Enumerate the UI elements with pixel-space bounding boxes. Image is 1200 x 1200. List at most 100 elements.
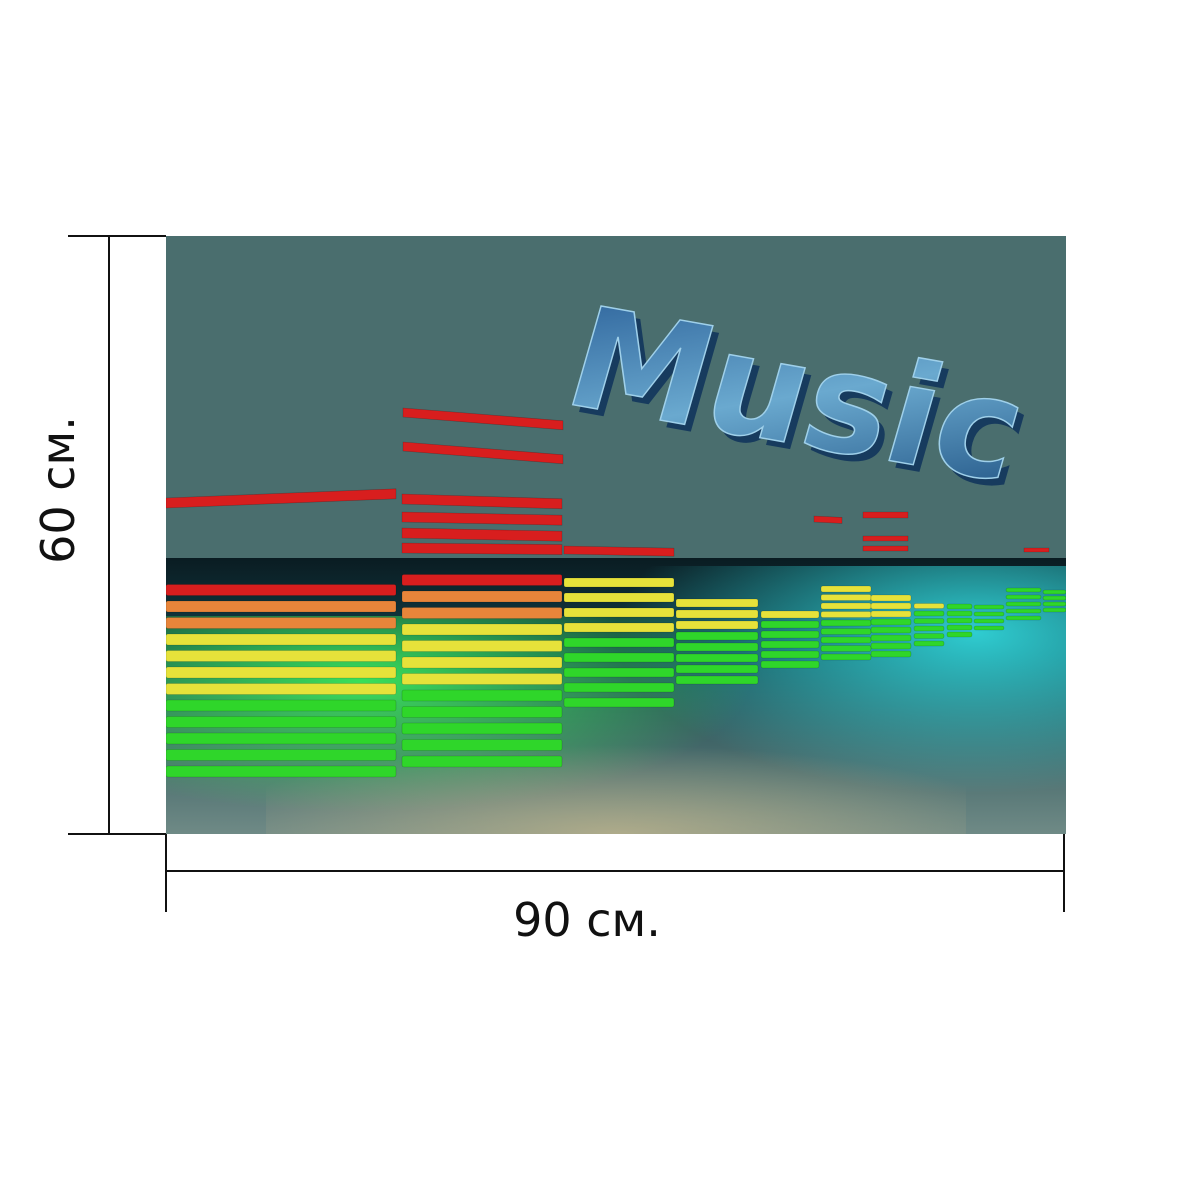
eq-bar-segment [946,624,973,631]
height-dimension-tick-bottom [68,833,166,835]
eq-bar-segment [401,656,563,669]
eq-bar-segment [760,610,820,619]
eq-bar-segment [166,683,397,695]
eq-bar-segment [166,666,397,679]
eq-bar-segment [401,623,563,636]
eq-bar-segment [946,617,973,624]
eq-bar-segment [1042,601,1066,607]
height-dimension-line [108,236,110,834]
eq-bar-segment [401,722,563,735]
eq-peak-segment [401,493,563,510]
eq-bar-segment [870,618,912,626]
eq-bar-segment [1005,615,1042,621]
eq-bar-segment [870,634,912,642]
eq-bar-segment [1042,595,1066,601]
eq-bar-segment [1005,587,1042,593]
eq-bar-segment [401,706,563,718]
eq-bar-segment [913,625,945,632]
eq-bar-segment [166,633,397,646]
eq-bar-segment [1042,589,1066,595]
height-dimension-label: 60 см. [31,416,85,564]
eq-peak-segment [401,542,563,555]
eq-bar-segment [973,611,1005,617]
eq-bar-segment [563,592,675,603]
eq-bar-segment [870,642,912,650]
eq-bar-segment [820,602,872,610]
eq-bar-segment [760,630,820,639]
eq-bar-segment [166,749,397,761]
eq-bar-segment [913,633,945,639]
artwork-canvas: Music Music [166,236,1066,834]
eq-bar-segment [401,590,563,603]
eq-bar-segment [946,603,973,610]
eq-bar-segment [820,636,872,644]
eq-bar-segment [166,732,397,745]
eq-bar-segment [946,631,973,638]
eq-bar-segment [760,640,820,649]
eq-bar-segment [1005,608,1042,614]
eq-bar-segment [913,610,945,617]
width-dimension-label: 90 см. [513,893,661,947]
eq-bar-segment [401,689,563,702]
eq-bar-segment [563,607,675,618]
eq-bar-segment [166,617,397,629]
eq-bar-segment [563,637,675,648]
eq-peak-segment [402,441,564,465]
width-dimension-tick-right [1063,834,1065,912]
eq-bar-segment [760,620,820,629]
eq-bar-segment [870,626,912,634]
eq-bar-segment [401,640,563,652]
eq-bar-segment [675,653,759,663]
eq-bar-segment [675,642,759,652]
eq-bar-segment [675,609,759,619]
eq-peak-segment [166,488,397,509]
eq-bar-segment [1005,594,1042,600]
eq-bar-segment [675,675,759,685]
eq-bar-segment [870,650,912,658]
eq-bar-segment [563,667,675,678]
eq-peak-segment [1023,547,1050,553]
eq-bar-segment [563,682,675,693]
wall-background [166,236,1066,560]
eq-bar-segment [563,697,675,708]
eq-bar-segment [913,603,945,609]
eq-bar-segment [166,765,397,778]
eq-bar-segment [973,604,1005,610]
eq-bar-segment [946,610,973,617]
eq-bar-segment [820,619,872,627]
eq-peak-segment [862,511,909,519]
eq-bar-segment [675,598,759,608]
width-dimension-tick-left [165,834,167,912]
eq-bar-segment [820,653,872,661]
eq-bar-segment [820,645,872,652]
eq-bar-segment [563,652,675,663]
eq-bar-segment [820,585,872,593]
eq-bar-segment [166,716,397,728]
eq-bar-segment [401,673,563,685]
eq-peak-segment [862,545,909,552]
eq-bar-segment [820,628,872,635]
eq-bar-segment [675,664,759,674]
eq-peak-segment [862,535,909,542]
eq-bar-segment [820,611,872,618]
eq-peak-segment [402,407,564,431]
eq-bar-segment [1042,607,1066,613]
equalizer-bars [166,407,1066,778]
eq-bar-segment [166,699,397,712]
eq-bar-segment [401,607,563,619]
eq-bar-segment [1005,601,1042,607]
eq-bar-segment [401,739,563,751]
eq-bar-segment [563,577,675,588]
eq-bar-segment [913,640,945,647]
eq-bar-segment [760,650,820,659]
eq-peak-segment [563,545,675,557]
width-dimension-line [166,870,1064,872]
music-equalizer-artwork: Music Music [166,236,1066,834]
eq-bar-segment [675,631,759,641]
eq-bar-segment [675,620,759,630]
eq-bar-segment [820,594,872,601]
eq-bar-segment [401,574,563,586]
eq-bar-segment [870,594,912,602]
eq-bar-segment [760,660,820,669]
eq-bar-segment [563,622,675,633]
